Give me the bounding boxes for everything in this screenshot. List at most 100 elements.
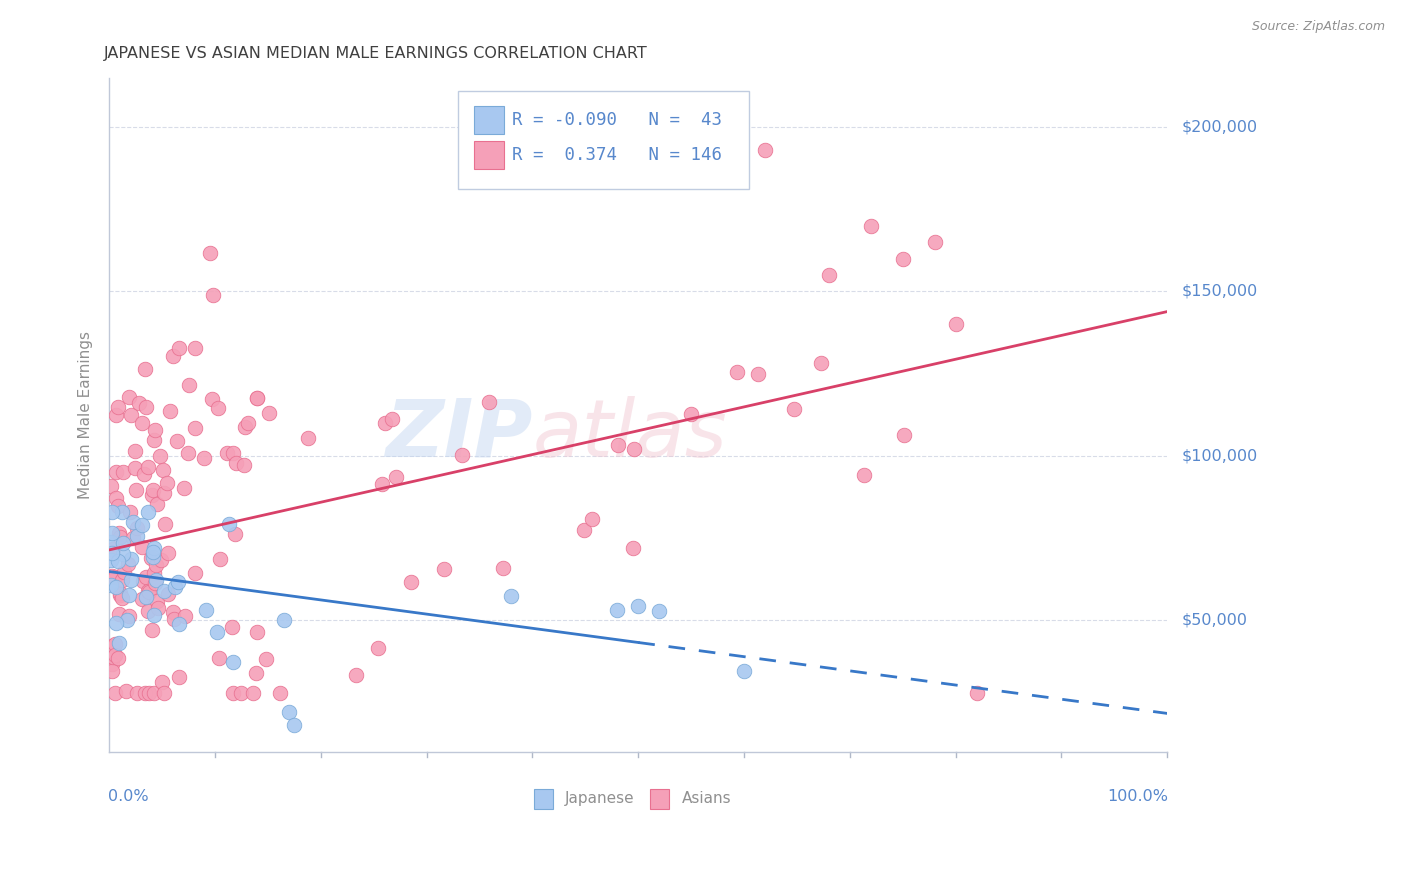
Point <box>142 550 165 565</box>
Point <box>104 580 127 594</box>
Point <box>125 529 148 543</box>
Point <box>380 411 402 425</box>
Point <box>747 367 769 381</box>
Point <box>433 562 456 576</box>
Point <box>162 606 184 620</box>
Point <box>131 416 153 430</box>
Point <box>229 685 252 699</box>
Point <box>162 349 184 363</box>
Point <box>782 402 804 417</box>
Point <box>222 446 245 460</box>
Point <box>132 574 155 588</box>
Point <box>257 407 280 421</box>
Point <box>143 434 166 448</box>
Point <box>145 574 167 588</box>
Point <box>817 268 839 282</box>
Point <box>945 318 967 332</box>
Point <box>108 530 131 544</box>
Text: $50,000: $50,000 <box>1181 613 1247 628</box>
Point <box>101 665 124 679</box>
Point <box>143 424 166 438</box>
Point <box>224 527 246 541</box>
Point <box>152 463 174 477</box>
Point <box>100 578 122 592</box>
Point <box>101 546 124 560</box>
Point <box>177 378 200 392</box>
Point <box>120 551 142 566</box>
Point <box>100 553 122 567</box>
Point <box>733 665 755 679</box>
Point <box>451 448 474 462</box>
Point <box>101 657 124 671</box>
Point <box>491 561 513 575</box>
Point <box>104 570 127 584</box>
Point <box>145 558 167 573</box>
Point <box>121 515 143 529</box>
Point <box>100 479 122 493</box>
Point <box>135 590 157 604</box>
Point <box>238 416 260 430</box>
Point <box>131 540 153 554</box>
Point <box>246 391 269 405</box>
Point <box>205 625 228 640</box>
Point <box>139 551 162 566</box>
Point <box>142 607 165 622</box>
Point <box>153 685 176 699</box>
Point <box>112 536 135 550</box>
Point <box>101 505 124 519</box>
Point <box>297 431 319 445</box>
Point <box>135 400 157 414</box>
Text: $200,000: $200,000 <box>1181 120 1257 135</box>
Text: R = -0.090   N =  43: R = -0.090 N = 43 <box>512 112 723 129</box>
Point <box>278 705 301 719</box>
Text: Asians: Asians <box>682 791 731 806</box>
Point <box>153 584 176 599</box>
Point <box>103 542 125 557</box>
Point <box>166 434 188 448</box>
Point <box>117 613 139 627</box>
Point <box>173 609 195 624</box>
Point <box>209 552 232 566</box>
Point <box>142 545 165 559</box>
Point <box>125 685 148 699</box>
Point <box>134 467 156 481</box>
Point <box>104 408 127 422</box>
Point <box>167 670 190 684</box>
Point <box>146 497 169 511</box>
Point <box>142 566 165 581</box>
Point <box>103 638 125 652</box>
Point <box>627 599 650 613</box>
Point <box>118 588 141 602</box>
Point <box>131 592 153 607</box>
Point <box>194 602 217 616</box>
Point <box>153 516 176 531</box>
Point <box>207 401 229 416</box>
Point <box>136 604 159 618</box>
Point <box>112 565 135 579</box>
Point <box>107 500 129 514</box>
Point <box>810 356 832 370</box>
Point <box>233 420 256 434</box>
Point <box>222 655 245 669</box>
Bar <box>474 141 503 169</box>
Point <box>134 362 156 376</box>
Point <box>105 465 128 479</box>
Point <box>152 486 174 500</box>
Point <box>104 685 127 699</box>
Point <box>232 458 254 473</box>
Point <box>225 456 247 470</box>
Point <box>222 685 245 699</box>
Point <box>149 552 172 566</box>
Point <box>177 446 200 460</box>
Point <box>101 569 124 583</box>
Point <box>135 569 157 583</box>
Point <box>198 246 221 260</box>
Point <box>142 483 165 498</box>
Point <box>648 604 671 618</box>
Text: Japanese: Japanese <box>565 791 636 806</box>
Point <box>269 685 291 699</box>
Bar <box>474 106 503 135</box>
Point <box>245 665 267 680</box>
Point <box>131 518 153 533</box>
Point <box>208 651 231 665</box>
